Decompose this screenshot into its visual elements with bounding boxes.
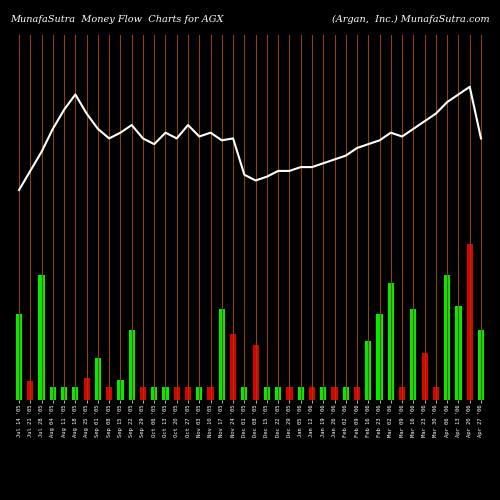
Bar <box>264 388 270 400</box>
Bar <box>275 388 281 400</box>
Bar <box>399 388 405 400</box>
Bar <box>252 345 258 400</box>
Bar <box>106 388 112 400</box>
Bar <box>128 330 135 400</box>
Bar <box>466 244 473 400</box>
Bar <box>140 388 146 400</box>
Bar <box>50 388 56 400</box>
Bar <box>16 314 22 400</box>
Bar <box>433 388 439 400</box>
Bar <box>174 388 180 400</box>
Bar <box>118 380 124 400</box>
Bar <box>72 388 78 400</box>
Bar <box>478 330 484 400</box>
Bar <box>376 314 382 400</box>
Text: (Argan,  Inc.) MunafaSutra.com: (Argan, Inc.) MunafaSutra.com <box>332 15 490 24</box>
Bar <box>242 388 248 400</box>
Bar <box>95 358 101 400</box>
Bar <box>422 353 428 400</box>
Bar <box>332 388 338 400</box>
Bar <box>444 275 450 400</box>
Bar <box>354 388 360 400</box>
Bar <box>208 388 214 400</box>
Bar <box>410 310 416 400</box>
Bar <box>84 378 89 400</box>
Bar <box>218 310 225 400</box>
Bar <box>286 388 292 400</box>
Bar <box>162 388 168 400</box>
Bar <box>388 282 394 400</box>
Bar <box>342 388 349 400</box>
Bar <box>196 388 202 400</box>
Bar <box>61 388 67 400</box>
Bar <box>456 306 462 400</box>
Bar <box>320 388 326 400</box>
Bar <box>298 388 304 400</box>
Bar <box>151 388 158 400</box>
Bar <box>365 340 372 400</box>
Bar <box>38 275 44 400</box>
Bar <box>309 388 315 400</box>
Bar <box>230 334 236 400</box>
Text: MunafaSutra  Money Flow  Charts for AGX: MunafaSutra Money Flow Charts for AGX <box>10 15 224 24</box>
Bar <box>185 388 191 400</box>
Bar <box>27 381 34 400</box>
